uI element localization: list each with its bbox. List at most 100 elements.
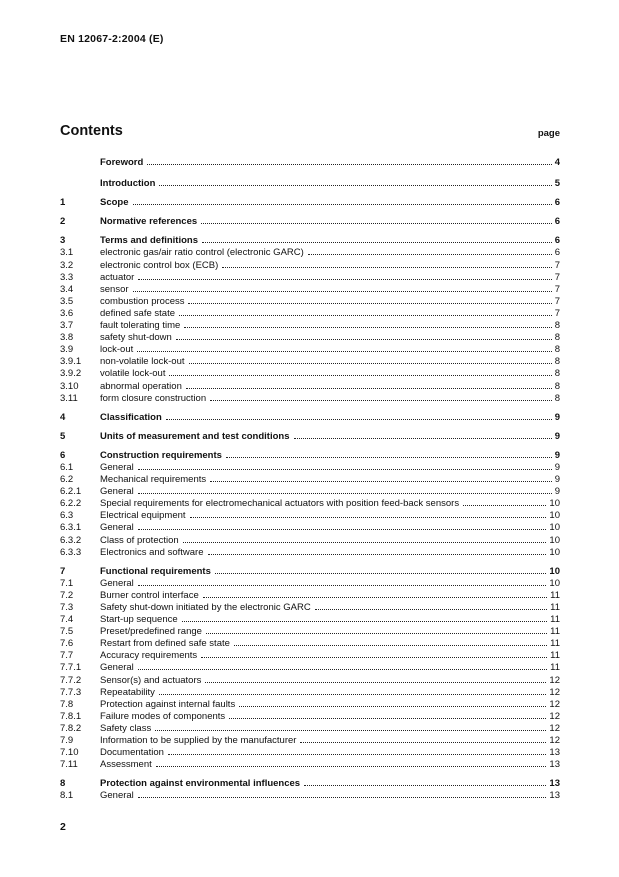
- toc-entry-number: 6.2.2: [60, 498, 82, 510]
- toc-dot-leader: [202, 596, 548, 598]
- toc-entry-title: General: [100, 790, 134, 802]
- toc-entry: 6.1 General 9: [60, 462, 560, 474]
- toc-entry-number: 8.1: [60, 790, 74, 802]
- toc-entry: 7.6 Restart from defined safe state 11: [60, 638, 560, 650]
- toc-entry: Introduction 5: [60, 178, 560, 190]
- toc-entry-title: Sensor(s) and actuators: [100, 674, 202, 686]
- toc-dot-leader: [304, 785, 547, 787]
- toc-entry: 7.7 Accuracy requirements 11: [60, 650, 560, 662]
- toc-entry-title: Construction requirements: [100, 449, 222, 461]
- toc-entry-title: Burner control interface: [100, 589, 199, 601]
- toc-entry-title: Failure modes of components: [100, 710, 226, 722]
- toc-dot-leader: [155, 766, 547, 768]
- toc-entry: 7.7.2 Sensor(s) and actuators 12: [60, 675, 560, 687]
- toc-entry-title: Functional requirements: [100, 565, 211, 577]
- toc-entry: 3.7 fault tolerating time 8: [60, 320, 560, 332]
- toc-dot-leader: [132, 204, 552, 206]
- toc-entry-title: Protection against environmental influen…: [100, 778, 301, 790]
- toc-entry-title: Protection against internal faults: [100, 698, 236, 710]
- toc-dot-leader: [300, 742, 547, 744]
- toc-entry-page: 6: [554, 235, 560, 247]
- toc-entry-number: 3.11: [60, 392, 78, 404]
- toc-entry-page: 8: [554, 368, 560, 380]
- toc-entry-number: 7.9: [60, 735, 74, 747]
- toc-entry: 7 Functional requirements 10: [60, 566, 560, 578]
- toc-entry-title: safety shut-down: [100, 332, 172, 344]
- toc-entry-page: 10: [549, 522, 560, 534]
- toc-entry-title: fault tolerating time: [100, 320, 181, 332]
- toc-entry: 6.3.1 General 10: [60, 522, 560, 534]
- toc-dot-leader: [214, 572, 547, 574]
- toc-entry: 7.11 Assessment 13: [60, 759, 560, 771]
- toc-dot-leader: [137, 529, 547, 531]
- toc-dot-leader: [188, 363, 552, 365]
- toc-entry: 1 Scope 6: [60, 197, 560, 209]
- toc-entry: 7.9 Information to be supplied by the ma…: [60, 735, 560, 747]
- toc-entry: 7.3 Safety shut-down initiated by the el…: [60, 602, 560, 614]
- toc-entry-title: General: [100, 522, 134, 534]
- toc-entry: 6.3.3 Electronics and software 10: [60, 547, 560, 559]
- toc-dot-leader: [137, 468, 552, 470]
- toc-entry: 8 Protection against environmental influ…: [60, 778, 560, 790]
- toc-entry-title: sensor: [100, 283, 129, 295]
- toc-entry-page: 8: [554, 344, 560, 356]
- toc-entry: 3.6 defined safe state 7: [60, 308, 560, 320]
- toc-entry-title: Units of measurement and test conditions: [100, 430, 290, 442]
- toc-dot-leader: [138, 278, 552, 280]
- toc-entry-page: 12: [549, 686, 560, 698]
- toc-entry: 3.11 form closure construction 8: [60, 393, 560, 405]
- toc-entry-title: volatile lock-out: [100, 368, 166, 380]
- toc-entry-number: 7.2: [60, 589, 74, 601]
- toc-entry: 7.2 Burner control interface 11: [60, 590, 560, 602]
- toc-entry: 7.7.1 General 11: [60, 662, 560, 674]
- toc-entry: 5 Units of measurement and test conditio…: [60, 431, 560, 443]
- toc-entry-page: 13: [549, 778, 560, 790]
- toc-entry-page: 4: [554, 157, 560, 168]
- toc-entry-title: Electronics and software: [100, 546, 204, 558]
- toc-entry: 7.8.1 Failure modes of components 12: [60, 711, 560, 723]
- toc-dot-leader: [155, 729, 547, 731]
- toc-entry-title: Safety class: [100, 722, 152, 734]
- toc-entry-title: form closure construction: [100, 392, 207, 404]
- toc-entry: 6 Construction requirements 9: [60, 450, 560, 462]
- toc-entry-title: Assessment: [100, 759, 152, 771]
- toc-entry: 4 Classification 9: [60, 412, 560, 424]
- toc-dot-leader: [147, 164, 552, 165]
- toc-entry-page: 10: [549, 546, 560, 558]
- toc-entry-page: 9: [554, 449, 560, 461]
- toc-dot-leader: [239, 705, 547, 707]
- toc-entry-page: 11: [550, 638, 560, 650]
- toc-entry-number: 6.3.1: [60, 522, 82, 534]
- toc-entry-title: Information to be supplied by the manufa…: [100, 735, 297, 747]
- toc-entry: 7.8 Protection against internal faults 1…: [60, 699, 560, 711]
- toc-dot-leader: [185, 387, 552, 389]
- toc-entry-page: 10: [549, 498, 560, 510]
- toc-dot-leader: [137, 669, 548, 671]
- toc-entry-number: 3: [60, 235, 66, 247]
- toc-entry-page: 10: [549, 510, 560, 522]
- toc-entry-number: 7.11: [60, 759, 78, 771]
- toc-dot-leader: [167, 754, 547, 756]
- toc-entry-page: 11: [550, 602, 560, 613]
- toc-entry-number: 7.3: [60, 602, 74, 613]
- toc-entry-number: 4: [60, 411, 66, 423]
- toc-entry-number: 3.7: [60, 320, 74, 332]
- toc-entry: 7.8.2 Safety class 12: [60, 723, 560, 735]
- toc-dot-leader: [182, 541, 547, 543]
- toc-entry-number: 2: [60, 216, 66, 228]
- toc-entry-title: electronic control box (ECB): [100, 259, 219, 271]
- toc-entry-number: 3.9.2: [60, 368, 82, 380]
- toc-entry-number: 7.10: [60, 747, 79, 759]
- toc-dot-leader: [202, 242, 552, 244]
- toc-entry-page: 7: [554, 307, 560, 319]
- toc-entry-number: 6.3.3: [60, 546, 82, 558]
- toc-entry: Foreword 4: [60, 157, 560, 169]
- toc-entry-page: 9: [554, 461, 560, 473]
- toc-entry-page: 12: [549, 710, 560, 722]
- toc-entry-page: 11: [550, 589, 560, 601]
- toc-entry: 3.9.1 non-volatile lock-out 8: [60, 356, 560, 368]
- toc-entry-title: Restart from defined safe state: [100, 638, 230, 650]
- toc-entry: 6.2.2 Special requirements for electrome…: [60, 498, 560, 510]
- toc-entry-number: 6.2.1: [60, 486, 82, 498]
